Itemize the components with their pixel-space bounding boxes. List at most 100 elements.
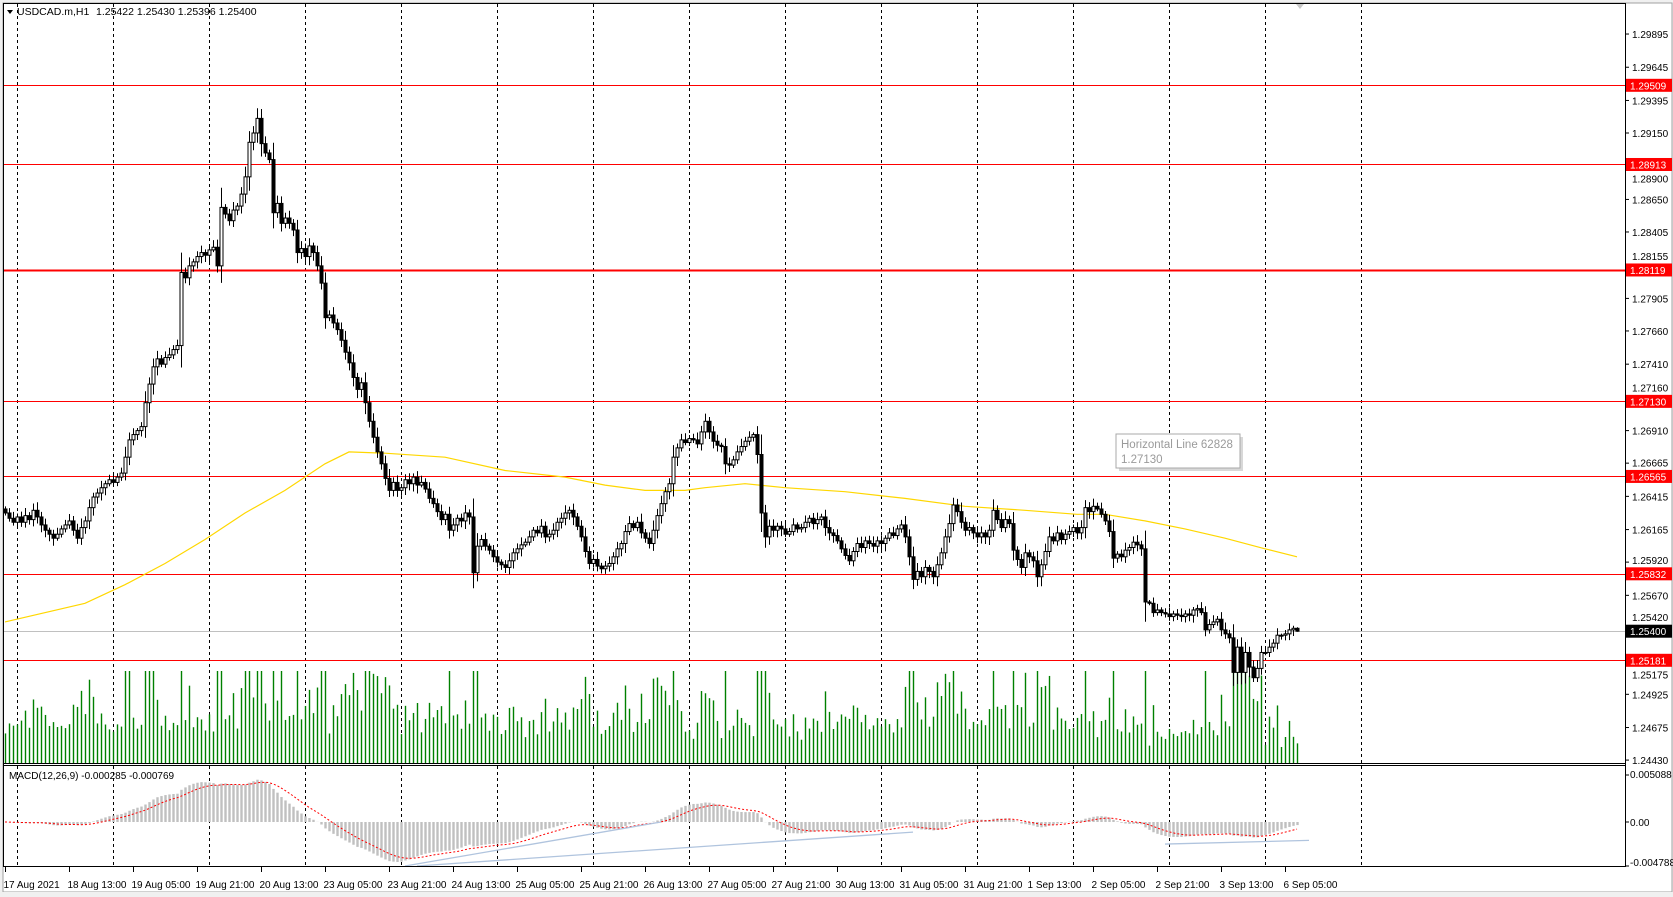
candle-body	[723, 446, 728, 465]
candle-body	[755, 434, 760, 456]
macd-trendline[interactable]	[404, 821, 662, 867]
candle-body	[1011, 523, 1016, 551]
macd-trendline[interactable]	[416, 831, 914, 867]
candle-body	[99, 487, 104, 494]
bull-candle	[987, 524, 992, 546]
bull-candle	[79, 518, 84, 545]
candle-body	[227, 213, 232, 222]
bear-candle	[371, 413, 376, 444]
candle-body	[379, 451, 384, 465]
bear-candle	[779, 521, 784, 537]
time-tick-label: 23 Aug 05:00	[324, 880, 383, 891]
candle-body	[687, 438, 692, 444]
candle-body	[995, 509, 1000, 521]
bull-candle	[555, 517, 560, 538]
candle-body	[159, 358, 164, 365]
candle-body	[535, 529, 540, 534]
bull-candle	[83, 516, 88, 534]
candle-body	[1247, 651, 1252, 668]
bull-candle	[479, 534, 484, 551]
candle-body	[627, 523, 632, 533]
candle-body	[63, 524, 68, 530]
bear-candle	[859, 536, 864, 553]
bull-candle	[1255, 660, 1260, 683]
bear-candle	[723, 438, 728, 475]
bear-candle	[1167, 607, 1172, 621]
bull-candle	[67, 513, 72, 529]
time-axis[interactable]: 17 Aug 2021 18 Aug 13:00 19 Aug 05:00 19 Au…	[4, 867, 1338, 891]
bull-candle	[507, 553, 512, 575]
candle-body	[803, 521, 808, 529]
candle-body	[1263, 651, 1268, 654]
candle-body	[1079, 527, 1084, 534]
bull-candle	[935, 556, 940, 587]
bull-candle	[251, 126, 256, 151]
price-tick-label: 1.26415	[1632, 492, 1669, 503]
triangle-down-icon[interactable]	[7, 10, 13, 14]
time-tick-label: 27 Aug 21:00	[772, 880, 831, 891]
chart-shift-marker-icon[interactable]	[1296, 4, 1304, 9]
volume-bars	[4, 671, 1299, 763]
bear-candle	[19, 511, 24, 527]
candle-body	[155, 358, 160, 368]
candle-body	[743, 440, 748, 448]
candle-body	[595, 558, 600, 567]
candle-body	[463, 512, 468, 522]
bear-candle	[643, 529, 648, 543]
candle-body	[643, 532, 648, 539]
bear-candle	[7, 508, 12, 522]
candle-body	[947, 523, 952, 538]
bull-candle	[615, 541, 620, 565]
bull-candle	[1115, 551, 1120, 563]
bear-candle	[495, 550, 500, 568]
bear-candle	[911, 546, 916, 590]
bull-candle	[247, 131, 252, 191]
bear-candle	[579, 520, 584, 542]
candle-body	[967, 527, 972, 531]
price-axis[interactable]: 1.29895 1.29645 1.29395 1.29150 1.28900 1.286…	[1625, 30, 1673, 869]
bear-candle	[727, 457, 732, 472]
bull-candle	[635, 516, 640, 532]
candle-body	[623, 531, 628, 545]
bull-candle	[243, 166, 248, 204]
candle-body	[915, 570, 920, 580]
candle-body	[1163, 612, 1168, 615]
candle-body	[71, 520, 76, 531]
candle-body	[167, 354, 172, 359]
bear-candle	[1159, 607, 1164, 617]
bear-candle	[903, 515, 908, 544]
bear-candle	[1111, 519, 1116, 569]
bear-candle	[811, 512, 816, 530]
bull-candle	[1259, 645, 1264, 675]
macd-trendline[interactable]	[1164, 839, 1310, 845]
bull-candle	[1275, 628, 1280, 650]
candle-body	[199, 252, 204, 258]
bear-candle	[263, 136, 268, 157]
candle-body	[819, 516, 824, 521]
candle-body	[1003, 519, 1008, 529]
horizontal-line-price-label: 1.26565	[1630, 472, 1667, 483]
candle-body	[767, 525, 772, 538]
bull-candle	[875, 536, 880, 554]
bear-candle	[763, 504, 768, 548]
bull-candle	[819, 513, 824, 526]
candle-body	[559, 517, 564, 523]
bear-candle	[759, 434, 764, 533]
bull-candle	[95, 488, 100, 504]
bear-candle	[683, 433, 688, 446]
bear-candle	[323, 272, 328, 329]
bear-candle	[999, 513, 1004, 532]
candle-body	[47, 529, 52, 535]
bear-candle	[1119, 549, 1124, 562]
bear-candle	[867, 535, 872, 550]
bull-candle	[667, 478, 672, 500]
candle-body	[211, 246, 216, 251]
bear-candle	[395, 475, 400, 497]
bull-candle	[743, 436, 748, 451]
bull-candle	[1039, 559, 1044, 587]
candle-body	[1103, 513, 1108, 522]
bear-candle	[599, 562, 604, 574]
candle-body	[87, 507, 92, 522]
candle-body	[343, 339, 348, 353]
